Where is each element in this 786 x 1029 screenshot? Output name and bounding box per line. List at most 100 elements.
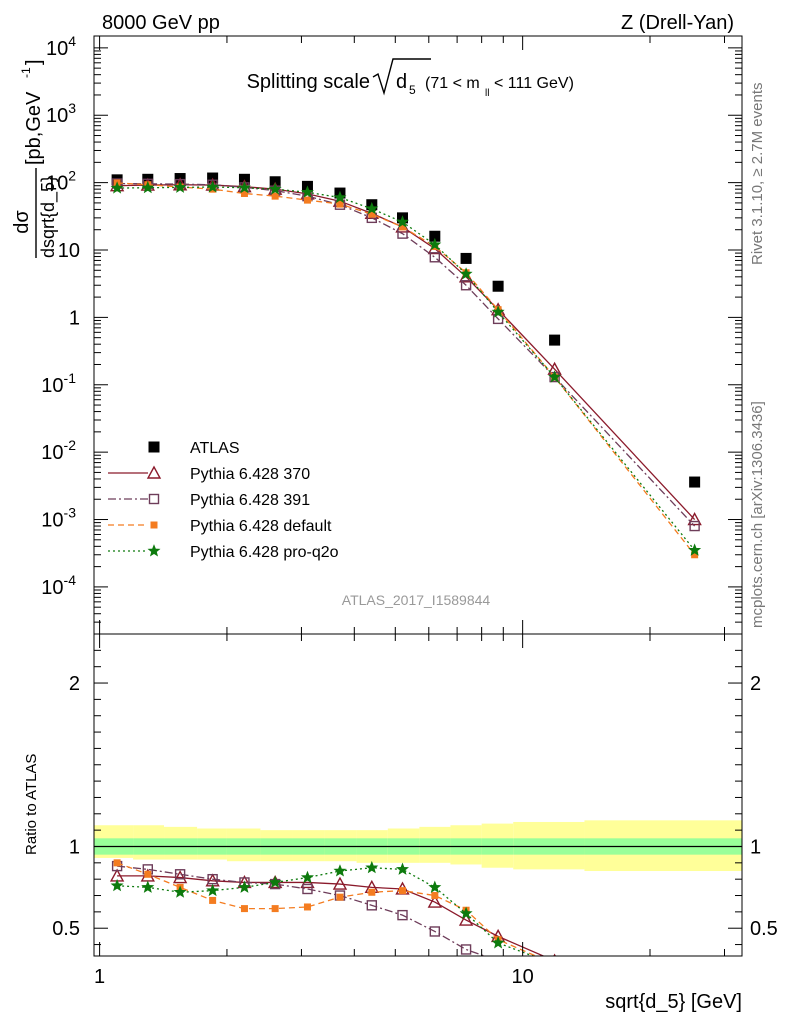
main-point-3-8 [368,210,376,218]
ratio-point-3-0 [110,878,124,892]
ratio-point-3-13 [549,958,560,969]
main-title: Splitting scale d 5 (71 < m ll < 111 GeV… [247,58,574,99]
analysis-tag: ATLAS_2017_I1589844 [342,592,491,608]
ratio-point-2-1 [144,870,152,878]
main-point-4-12 [491,305,505,318]
main-point-4-6 [300,185,314,198]
y-tick-label-5: 10 [58,240,80,262]
y-tick-label-3: 10-1 [41,370,76,397]
legend-label-0: ATLAS [190,440,240,457]
main-point-0-10 [429,230,441,242]
main-point-1-14 [687,512,702,526]
main-line-4 [117,186,696,551]
ratio-point-1-2 [174,869,186,880]
y-tick-label-0: 10-4 [41,572,76,599]
main-point-0-13 [549,334,561,346]
main-point-4-5 [268,182,282,195]
ratio-point-2-4 [240,905,248,913]
ratio-point-3-10 [428,880,442,893]
ratio-line-1 [117,865,487,956]
ratio-point-3-6 [300,870,314,884]
header-left: 8000 GeV pp [102,12,220,34]
main-point-4-14 [688,543,702,556]
legend-label-3: Pythia 6.428 default [190,518,332,535]
legend: ATLAS Pythia 6.428 370 Pythia 6.428 391 Pyt… [108,440,339,561]
ylabel-units-sup: -1 [19,67,33,78]
y-tick-label-4: 1 [69,307,80,329]
ratio-bands [94,820,742,872]
legend-marker-1 [146,465,162,479]
ratio-point-0-13 [553,953,556,956]
ratio-point-3-4 [237,880,251,893]
sqrt-sign [372,58,431,96]
main-point-2-14 [689,520,700,532]
ratio-point-3-11 [459,906,473,920]
main-title-root-arg: d [396,71,407,93]
x-tick-label-0: 1 [94,966,105,988]
ratio-point-2-7 [336,893,344,901]
legend-label-2: Pythia 6.428 391 [190,492,310,509]
legend-label-4: Pythia 6.428 pro-q2o [190,544,339,561]
main-title-range-sub: ll [485,88,489,99]
ratio-point-3-1 [141,880,155,893]
legend-marker-3 [150,521,158,529]
ylabel-num: dσ [11,210,33,234]
ratio-line-0 [117,875,545,956]
ratio-y-label-l-0: 0.5 [52,918,80,940]
main-point-4-13 [548,370,562,383]
axes: 1 10 10-4 10-3 10-2 10-1 1 10 102 103 104 0.5 0.5 1 1 2… [41,33,778,988]
y-tick-label-2: 10-2 [41,437,76,464]
main-ylabel: dσ dsqrt{d_5} [pb,GeV -1 ] [11,59,59,258]
main-title-range: (71 < m [425,75,480,92]
ratio-point-0-2 [172,870,188,884]
ratio-point-2-3 [209,896,217,904]
legend-marker-4 [147,544,161,557]
main-point-4-9 [396,215,409,228]
main-title-range-end: < 111 GeV) [494,75,574,92]
rivet-label: Rivet 3.1.10, ≥ 2.7M events [749,83,766,266]
main-point-2-11 [460,280,472,291]
ratio-point-1-3 [207,873,218,885]
ratio-point-2-5 [271,905,279,913]
ratio-ylabel: Ratio to ATLAS [23,754,40,855]
main-point-3-5 [271,192,279,200]
x-axis-label: sqrt{d_5} [GeV] [605,991,742,1013]
main-title-root-sub: 5 [409,83,416,97]
main-point-3-9 [398,223,406,231]
main-title-text: Splitting scale [247,71,370,93]
ratio-point-0-7 [332,876,348,890]
main-point-3-14 [691,551,699,559]
ratio-series [109,859,560,969]
ratio-y-label-r-1: 1 [750,836,761,858]
ratio-point-1-6 [302,883,313,895]
y-tick-label-8: 104 [46,33,76,60]
main-point-4-4 [237,180,251,194]
ratio-point-2-13 [551,961,558,968]
ratio-point-3-12 [491,936,505,949]
main-point-3-7 [336,200,344,208]
main-point-0-11 [460,252,472,264]
ratio-point-2-8 [368,888,376,896]
main-point-3-6 [303,196,311,204]
ratio-point-1-9 [397,909,408,921]
ratio-y-label-l-2: 2 [69,673,80,695]
main-point-2-10 [429,252,441,263]
ratio-point-0-10 [427,894,442,908]
ratio-point-3-5 [268,875,282,888]
main-point-4-11 [459,267,473,280]
ratio-point-1-11 [460,944,472,955]
x-tick-label-1: 10 [512,966,534,988]
ratio-point-2-0 [113,859,121,867]
ratio-point-3-2 [173,885,187,898]
header-right: Z (Drell-Yan) [621,12,734,34]
ylabel-units-end: ] [23,59,45,65]
ratio-y-label-r-2: 2 [750,673,761,695]
main-point-4-3 [206,180,220,193]
ylabel-units: [pb,GeV [23,91,45,165]
main-series [109,172,702,559]
ratio-y-label-r-0: 0.5 [750,918,778,940]
ratio-frame [93,633,743,957]
ratio-point-3-3 [206,883,220,897]
ratio-point-1-8 [366,900,378,911]
